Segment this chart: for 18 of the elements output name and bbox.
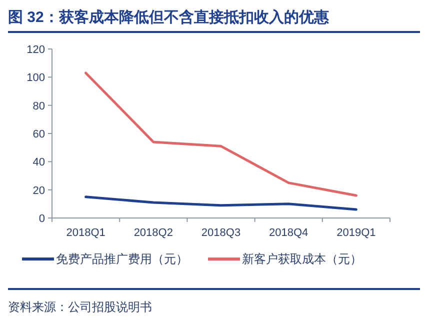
x-tick-label: 2018Q1 <box>66 227 106 239</box>
x-tick-label: 2019Q1 <box>336 227 376 239</box>
y-tick-label: 20 <box>32 184 45 197</box>
legend-label: 免费产品推广费用（元） <box>56 252 188 266</box>
x-tick-label: 2018Q2 <box>134 227 173 239</box>
line-series <box>84 196 358 211</box>
y-tick-label: 120 <box>26 44 45 56</box>
y-tick-label: 60 <box>32 128 45 140</box>
y-tick-label: 0 <box>38 213 45 225</box>
y-tick-label: 40 <box>32 156 45 169</box>
x-tick-label: 2018Q3 <box>201 227 241 239</box>
line-series <box>84 72 358 197</box>
chart-title: 图 32：获客成本降低但不含直接抵扣收入的优惠 <box>8 8 330 26</box>
x-tick-label: 2018Q4 <box>269 227 308 239</box>
y-tick-label: 80 <box>32 100 45 112</box>
y-tick-label: 100 <box>26 72 45 84</box>
legend-label: 新客户获取成本（元） <box>242 252 362 266</box>
text: 资料来源：公司招股说明书 <box>8 300 152 314</box>
